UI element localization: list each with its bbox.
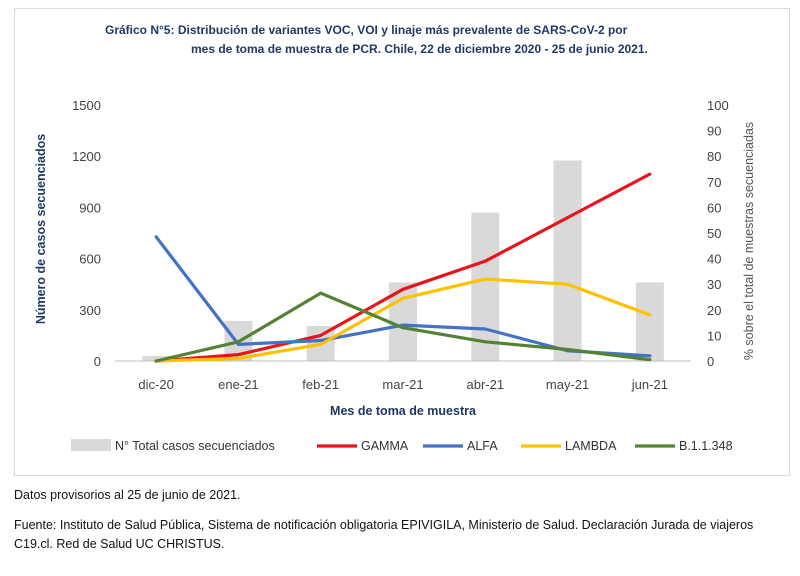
y2-axis-tick-label: 70 [707,175,721,190]
series-line-b-1-1-348 [154,291,652,363]
y2-axis-title: % sobre el total de muestras secuenciada… [742,122,756,360]
bar-total-cases [142,355,171,361]
x-axis-tick-label: dic-20 [138,377,173,392]
legend-label-gamma: GAMMA [361,439,409,453]
y-axis-tick-label: 1200 [72,149,101,164]
x-axis-tick-label: ene-21 [218,377,258,392]
legend-label-total-cases: N° Total casos secuenciados [115,439,275,453]
y-axis-title: Número de casos secuenciados [34,134,48,324]
chart-title-line-2: mes de toma de muestra de PCR. Chile, 22… [191,42,648,56]
series-line-lambda [154,277,652,363]
x-axis-tick-label: abr-21 [466,377,504,392]
y-axis-tick-label: 600 [79,252,101,267]
bar-total-cases [471,212,500,361]
bar-total-cases [635,282,664,361]
legend-label-b-1-1-348: B.1.1.348 [679,439,733,453]
x-axis-tick-label: mar-21 [382,377,423,392]
y2-axis-tick-label: 100 [707,98,729,113]
y2-axis-tick-label: 60 [707,200,721,215]
chart-svg: Gráfico N°5: Distribución de variantes V… [34,23,756,453]
y2-axis-tick-label: 80 [707,149,721,164]
provisional-data-note: Datos provisorios al 25 de junio de 2021… [14,488,241,502]
y-axis-tick-label: 300 [79,303,101,318]
y-axis-tick-label: 1500 [72,98,101,113]
y2-axis-tick-label: 30 [707,277,721,292]
series-line-gamma [154,172,652,363]
chart-title-line-1: Gráfico N°5: Distribución de variantes V… [105,23,628,37]
legend-swatch-total-cases [71,439,111,451]
y-axis-tick-label: 900 [79,200,101,215]
bar-total-cases [553,160,582,361]
x-axis-title: Mes de toma de muestra [330,404,477,418]
y-axis-tick-label: 0 [94,354,101,369]
source-note: Fuente: Instituto de Salud Pública, Sist… [14,518,754,551]
y2-axis-tick-label: 90 [707,124,721,139]
y2-axis-tick-label: 10 [707,328,721,343]
y2-axis-tick-label: 40 [707,252,721,267]
legend-label-lambda: LAMBDA [565,439,617,453]
x-axis-tick-label: jun-21 [631,377,668,392]
legend-label-alfa: ALFA [467,439,498,453]
x-axis-tick-label: may-21 [546,377,589,392]
y2-axis-tick-label: 20 [707,303,721,318]
y2-axis-tick-label: 50 [707,226,721,241]
chart-container: Gráfico N°5: Distribución de variantes V… [14,8,790,476]
x-axis-tick-label: feb-21 [302,377,339,392]
y2-axis-tick-label: 0 [707,354,714,369]
